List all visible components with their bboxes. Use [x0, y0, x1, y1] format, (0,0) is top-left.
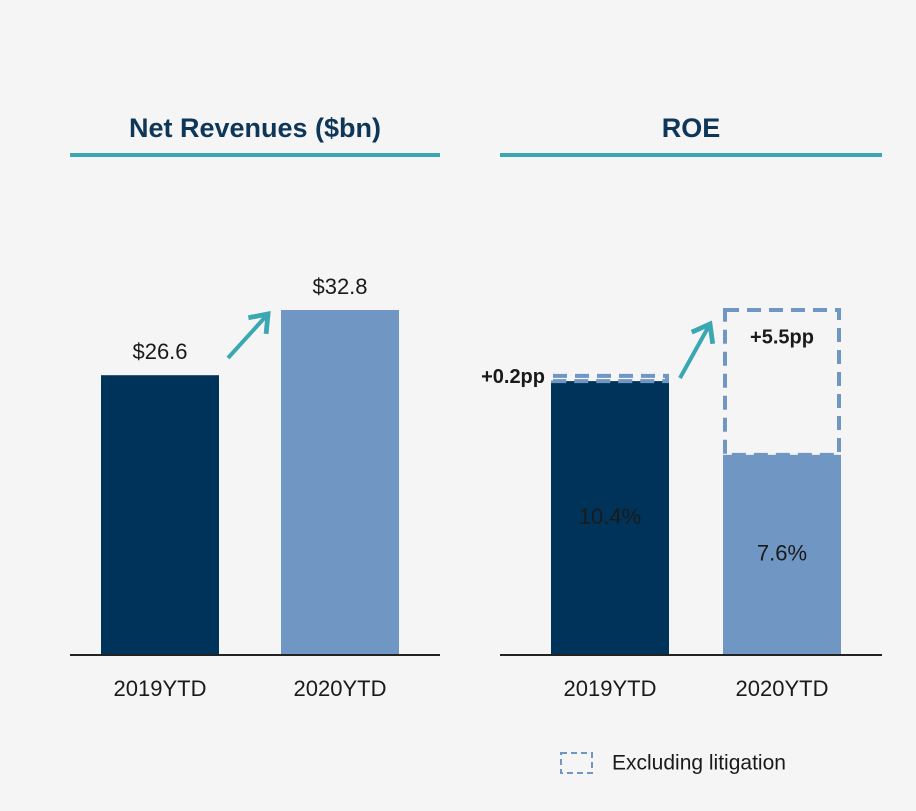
legend-swatch	[560, 752, 593, 774]
bar	[101, 375, 219, 655]
x-tick-label: 2020YTD	[294, 676, 387, 701]
data-label: 10.4%	[579, 504, 641, 529]
x-tick-label: 2019YTD	[564, 676, 657, 701]
bar	[281, 310, 399, 655]
x-tick-label: 2020YTD	[736, 676, 829, 701]
data-label: 7.6%	[757, 541, 807, 566]
legend-label: Excluding litigation	[612, 752, 786, 775]
data-label: +5.5pp	[750, 326, 814, 348]
data-label: $32.8	[312, 274, 367, 299]
bar	[723, 454, 841, 655]
growth-arrow	[226, 311, 271, 360]
growth-arrow	[678, 320, 716, 379]
chart-title: Net Revenues ($bn)	[129, 113, 381, 143]
bar	[551, 381, 669, 655]
bar-segment-dashed	[723, 308, 841, 457]
data-label: +0.2pp	[481, 366, 545, 388]
data-label: $26.6	[132, 339, 187, 364]
bar-segment-dashed	[551, 373, 669, 384]
chart-title: ROE	[662, 113, 721, 143]
x-tick-label: 2019YTD	[114, 676, 207, 701]
